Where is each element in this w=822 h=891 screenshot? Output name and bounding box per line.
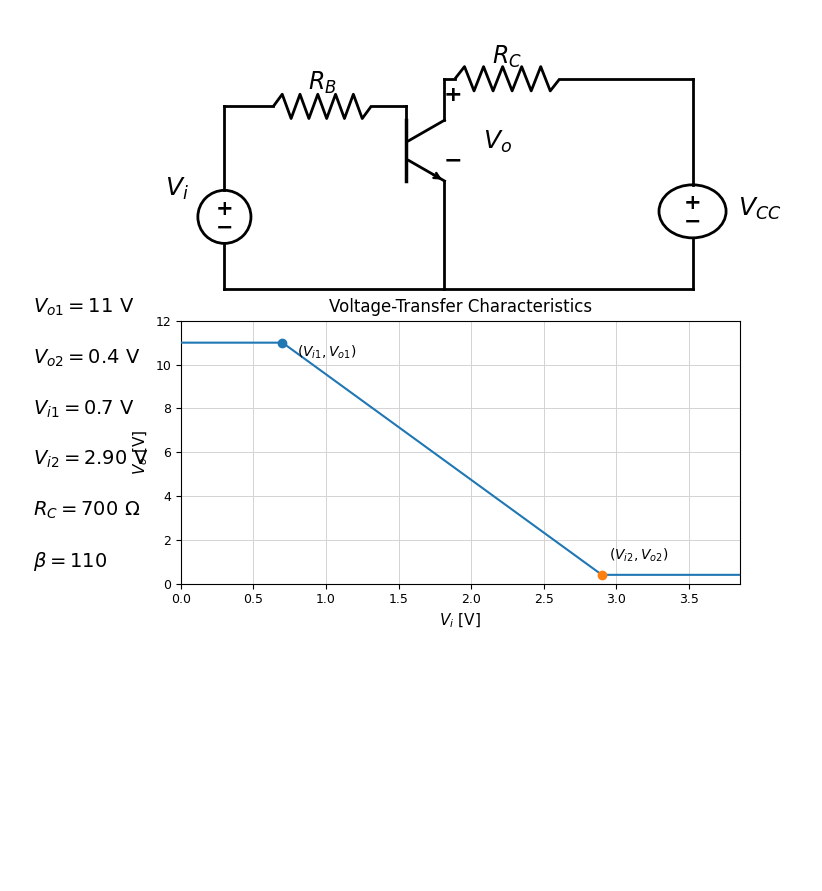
Text: $R_C = 700\ \Omega$: $R_C = 700\ \Omega$ — [33, 500, 140, 521]
Title: Voltage-Transfer Characteristics: Voltage-Transfer Characteristics — [329, 298, 592, 316]
Text: Question 2: BJT, voltage gain: Question 2: BJT, voltage gain — [10, 10, 232, 24]
Text: −: − — [684, 212, 701, 232]
Text: $V_{i2} = 2.90\ \mathrm{V}$: $V_{i2} = 2.90\ \mathrm{V}$ — [33, 449, 148, 470]
Text: $V_o$: $V_o$ — [483, 129, 512, 155]
Text: −: − — [215, 218, 233, 238]
Text: $V_{CC}$: $V_{CC}$ — [738, 195, 782, 222]
X-axis label: $V_i$ [V]: $V_i$ [V] — [440, 612, 481, 630]
Text: $R_C$: $R_C$ — [492, 44, 522, 69]
Text: $\beta = 110$: $\beta = 110$ — [33, 550, 107, 573]
Text: $(V_{i1}, V_{o1})$: $(V_{i1}, V_{o1})$ — [297, 344, 357, 362]
Text: $V_{o2} = 0.4\ \mathrm{V}$: $V_{o2} = 0.4\ \mathrm{V}$ — [33, 347, 141, 369]
Y-axis label: $V_o$ [V]: $V_o$ [V] — [132, 429, 150, 475]
Text: $R_B$: $R_B$ — [308, 70, 336, 96]
Text: $V_i$: $V_i$ — [165, 176, 189, 202]
Text: −: − — [444, 150, 462, 170]
Text: +: + — [215, 199, 233, 219]
Text: +: + — [684, 192, 701, 213]
Text: +: + — [444, 86, 462, 105]
Text: $(V_{i2}, V_{o2})$: $(V_{i2}, V_{o2})$ — [609, 546, 668, 564]
Text: $V_{o1} = 11\ \mathrm{V}$: $V_{o1} = 11\ \mathrm{V}$ — [33, 297, 134, 318]
Text: $V_{i1} = 0.7\ \mathrm{V}$: $V_{i1} = 0.7\ \mathrm{V}$ — [33, 398, 134, 420]
